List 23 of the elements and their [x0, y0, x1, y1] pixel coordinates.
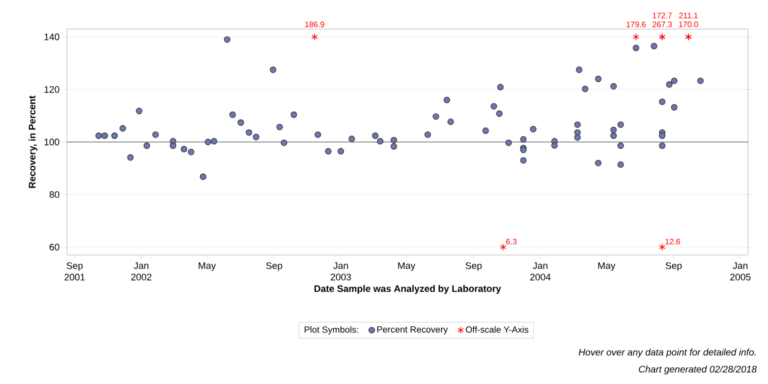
- x-tick-label: Sep: [266, 262, 282, 271]
- x-tick-label: Jan 2002: [131, 262, 152, 280]
- x-tick-label: May: [598, 262, 616, 271]
- y-tick-label: 60: [50, 244, 60, 250]
- x-tick-label: Jan 2004: [530, 262, 551, 280]
- text: Hover over any data point for detailed info.: [578, 348, 756, 358]
- legend-label: Percent Recovery: [377, 326, 448, 334]
- x-tick-label: Jan 2003: [330, 262, 351, 280]
- text: Chart generated 02/28/2018: [638, 366, 757, 374]
- x-tick-label: Sep: [666, 262, 682, 271]
- y-tick-label: 80: [50, 191, 60, 198]
- y-tick-label: 120: [44, 86, 60, 93]
- x-tick-label: Sep 2001: [64, 262, 85, 281]
- legend-title: Plot Symbols:: [304, 326, 358, 335]
- x-axis-title: Date Sample was Analyzed by Laboratory: [314, 285, 502, 294]
- legend-label: Off-scale Y-Axis: [466, 326, 528, 333]
- y-axis-title: Recovery, in Percent: [28, 96, 38, 188]
- x-tick-label: Sep: [466, 262, 482, 271]
- x-tick-label: May: [198, 262, 216, 271]
- y-tick-label: 140: [44, 34, 60, 40]
- x-tick-label: May: [398, 262, 416, 271]
- x-tick-label: Jan 2005: [730, 262, 750, 280]
- y-tick-label: 100: [44, 138, 60, 146]
